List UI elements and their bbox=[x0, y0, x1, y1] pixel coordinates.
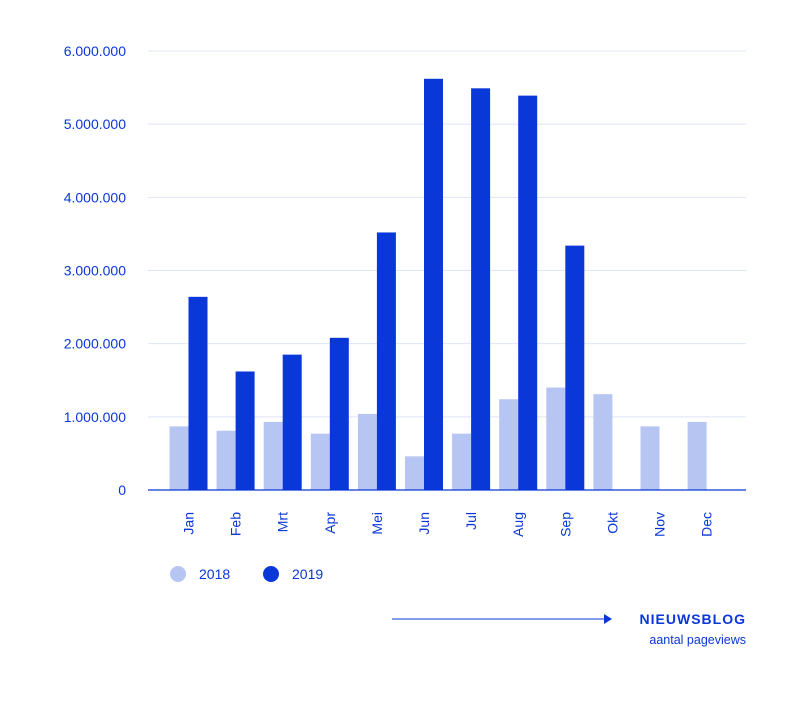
y-tick-label: 3.000.000 bbox=[64, 263, 126, 279]
bar-2018-jan bbox=[169, 426, 189, 490]
x-tick-label: Aug bbox=[510, 512, 526, 537]
bar-2018-jun bbox=[405, 456, 424, 490]
bar-2018-mrt bbox=[263, 421, 283, 490]
x-tick-label: Mei bbox=[369, 512, 385, 535]
bar-2019-jul bbox=[471, 88, 491, 490]
x-tick-label: Jul bbox=[463, 512, 479, 530]
brand-title: NIEUWSBLOG bbox=[640, 611, 746, 627]
x-tick-label: Jun bbox=[416, 512, 432, 535]
y-tick-label: 5.000.000 bbox=[64, 116, 126, 132]
legend-label-2019: 2019 bbox=[292, 566, 323, 582]
x-tick-label: Mrt bbox=[275, 512, 291, 532]
bar-2018-okt bbox=[593, 394, 613, 490]
bar-2018-dec bbox=[687, 421, 707, 490]
bar-2018-jul bbox=[452, 433, 472, 490]
x-tick-label: Sep bbox=[557, 512, 573, 537]
legend-swatch-2019 bbox=[263, 566, 279, 582]
y-tick-label: 0 bbox=[118, 482, 126, 498]
x-tick-label: Dec bbox=[699, 512, 715, 537]
bar-2019-apr bbox=[329, 337, 349, 490]
y-tick-label: 1.000.000 bbox=[64, 409, 126, 425]
y-tick-label: 2.000.000 bbox=[64, 336, 126, 352]
bar-2018-nov bbox=[640, 426, 660, 490]
gridlines bbox=[148, 50, 746, 418]
bar-2018-feb bbox=[216, 430, 236, 490]
bar-2019-aug bbox=[518, 95, 538, 491]
x-tick-label: Feb bbox=[228, 512, 244, 536]
legend-swatch-2018 bbox=[170, 566, 186, 582]
bars bbox=[169, 78, 707, 491]
bar-2018-apr bbox=[310, 433, 330, 490]
x-tick-label: Okt bbox=[604, 512, 620, 534]
arrow-right-icon bbox=[604, 614, 612, 624]
x-tick-label: Apr bbox=[322, 512, 338, 534]
bar-2019-feb bbox=[235, 371, 255, 490]
brand-subtitle: aantal pageviews bbox=[649, 633, 746, 647]
bar-2019-jan bbox=[188, 296, 208, 490]
bar-2018-sep bbox=[546, 387, 566, 490]
legend-label-2018: 2018 bbox=[199, 566, 230, 582]
x-tick-label: Nov bbox=[652, 512, 668, 537]
y-tick-label: 4.000.000 bbox=[64, 189, 126, 205]
bar-2018-mei bbox=[357, 413, 377, 490]
legend: 2018 2019 bbox=[170, 566, 323, 582]
brand-block: NIEUWSBLOG aantal pageviews bbox=[392, 611, 746, 647]
bar-2019-mei bbox=[376, 232, 396, 490]
bar-2019-sep bbox=[565, 245, 585, 490]
x-tick-label: Jan bbox=[181, 512, 197, 535]
bar-2019-jun bbox=[424, 78, 443, 490]
y-axis-ticks: 0 1.000.000 2.000.000 3.000.000 4.000.000 5.0… bbox=[64, 43, 127, 498]
bar-2019-mrt bbox=[282, 354, 302, 490]
y-tick-label: 6.000.000 bbox=[64, 43, 126, 59]
x-axis-ticks: Jan Feb Mrt Apr Mei Jun Jul Aug Sep Okt Nov Dec bbox=[181, 512, 715, 537]
bar-2018-aug bbox=[499, 399, 519, 490]
